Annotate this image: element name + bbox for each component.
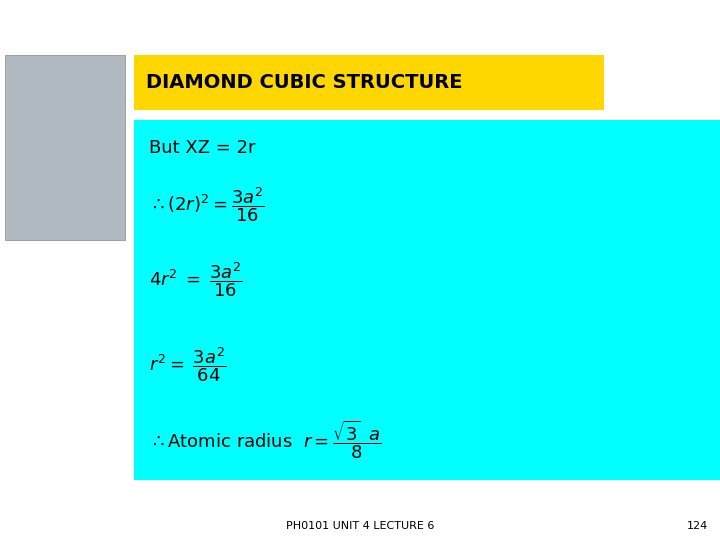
Text: But XZ = 2r: But XZ = 2r — [149, 139, 256, 157]
Text: $4r^2\; =\; \dfrac{3a^2}{16}$: $4r^2\; =\; \dfrac{3a^2}{16}$ — [149, 261, 243, 299]
Text: 124: 124 — [687, 521, 708, 531]
Text: DIAMOND CUBIC STRUCTURE: DIAMOND CUBIC STRUCTURE — [146, 73, 462, 92]
Text: $r^{2}{=}\; \dfrac{3a^2}{64}$: $r^{2}{=}\; \dfrac{3a^2}{64}$ — [149, 346, 227, 384]
FancyBboxPatch shape — [134, 55, 604, 110]
Text: PH0101 UNIT 4 LECTURE 6: PH0101 UNIT 4 LECTURE 6 — [286, 521, 434, 531]
FancyBboxPatch shape — [5, 55, 125, 240]
Text: $\therefore$Atomic radius  $r = \dfrac{\sqrt{3}\;\; a}{8}$: $\therefore$Atomic radius $r = \dfrac{\s… — [149, 418, 382, 461]
Text: $\therefore(2r)^2 = \dfrac{3a^2}{16}$: $\therefore(2r)^2 = \dfrac{3a^2}{16}$ — [149, 186, 265, 225]
FancyBboxPatch shape — [134, 120, 720, 480]
